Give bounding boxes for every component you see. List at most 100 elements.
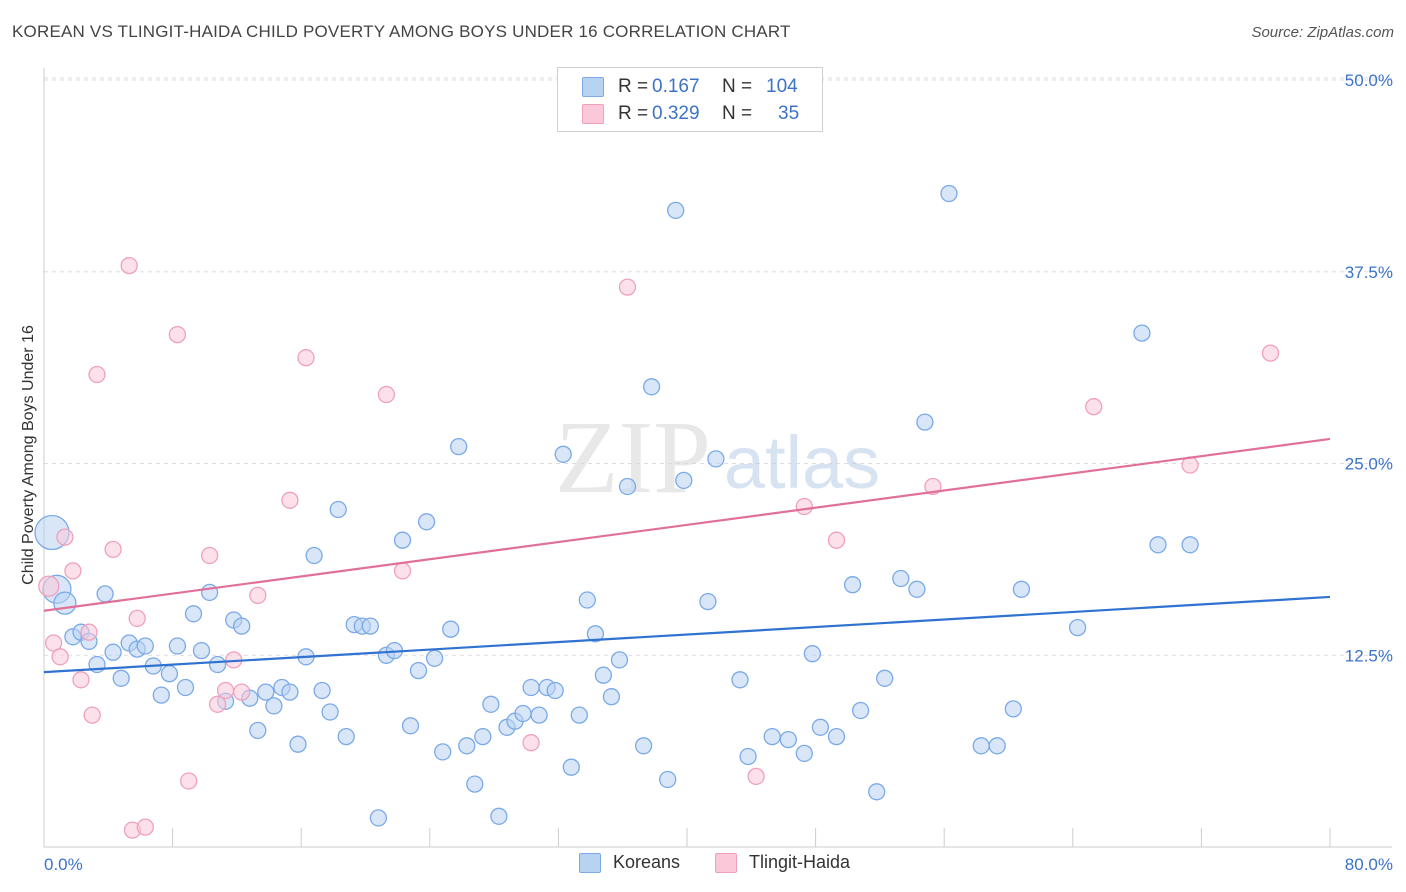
korean-point <box>868 783 886 801</box>
legend-r-value: 0.329 <box>652 103 700 124</box>
korean-point <box>795 744 813 763</box>
bottom-legend-label: Koreans <box>613 852 681 872</box>
korean-point <box>554 445 572 463</box>
korean-point <box>329 500 347 519</box>
korean-point <box>104 643 122 661</box>
legend-r-label: R = <box>618 103 649 124</box>
korean-point <box>739 747 757 766</box>
korean-point <box>96 585 114 603</box>
y-axis-label: Child Poverty Among Boys Under 16 <box>20 325 37 585</box>
korean-point <box>634 737 653 755</box>
y-tick-label: 25.0% <box>1345 455 1393 474</box>
korean-point <box>779 730 797 749</box>
tlingit-point <box>233 683 251 701</box>
tlingit-point <box>618 278 637 296</box>
legend-n-label: N = <box>722 103 753 124</box>
korean-point <box>940 184 958 203</box>
tlingit-point <box>200 546 219 565</box>
korean-point <box>578 591 596 609</box>
korean-point <box>112 669 130 687</box>
korean-point <box>1149 536 1167 554</box>
koreans-swatch <box>582 77 604 97</box>
korean-point <box>707 450 725 468</box>
tlingit-point <box>128 609 146 628</box>
korean-point <box>803 645 822 663</box>
chart-title: KOREAN VS TLINGIT-HAIDA CHILD POVERTY AM… <box>12 22 791 41</box>
korean-point <box>908 580 926 598</box>
korean-point <box>281 683 299 701</box>
bottom-legend: Koreans Tlingit-Haida <box>0 852 1406 876</box>
tlingit-point <box>1261 344 1280 362</box>
korean-point <box>401 717 420 735</box>
korean-point <box>594 666 613 684</box>
korean-point <box>851 701 870 720</box>
tick-label-layer: 12.5% 25.0% 37.5% 50.0% 0.0% 80.0% <box>44 71 1393 874</box>
korean-point <box>811 718 830 736</box>
korean-point <box>442 620 460 638</box>
korean-trend-line <box>43 595 1331 674</box>
legend-n-label: N = <box>722 76 753 97</box>
watermark-atlas: atlas <box>724 421 880 504</box>
watermark: ZIP atlas <box>555 400 880 515</box>
tlingit-point <box>180 772 198 790</box>
y-tick-label: 12.5% <box>1345 646 1393 665</box>
x-tick-label: 0.0% <box>44 855 83 874</box>
korean-point <box>1181 536 1199 554</box>
grid-layer <box>44 77 1392 656</box>
korean-point <box>321 703 339 721</box>
tlingit-point <box>297 349 315 367</box>
korean-point <box>1004 700 1022 718</box>
korean-point <box>546 681 564 700</box>
korean-point <box>1068 618 1087 637</box>
tlingit-point <box>88 365 106 384</box>
korean-point <box>530 706 548 724</box>
korean-point <box>369 809 388 827</box>
tlingit-point <box>168 325 187 344</box>
tlingit-point <box>56 528 74 546</box>
tlingit-point <box>83 706 101 724</box>
y-tick-label: 50.0% <box>1345 71 1393 90</box>
korean-point <box>136 637 154 655</box>
tlingit-point <box>216 681 235 700</box>
korean-point <box>586 625 605 643</box>
korean-point <box>249 721 267 740</box>
korean-point <box>337 727 355 746</box>
korean-point <box>1133 324 1151 342</box>
korean-point <box>425 649 444 667</box>
korean-point <box>450 437 468 456</box>
korean-point <box>514 704 532 723</box>
tlingit-point <box>80 623 98 641</box>
tlingit-point <box>120 256 138 275</box>
korean-point <box>562 758 580 776</box>
korean-point <box>417 513 436 531</box>
tlingit-point <box>377 385 396 404</box>
korean-point <box>1012 580 1031 598</box>
korean-point <box>466 775 484 793</box>
korean-point <box>192 641 211 660</box>
korean-point <box>827 727 846 746</box>
korean-point <box>257 683 275 701</box>
legend-row-tlingit: R = 0.329 N = 35 <box>582 103 799 125</box>
legend-box: R = 0.167 N = 104 R = 0.329 N = 35 <box>557 67 823 132</box>
tlingit-point <box>64 562 82 580</box>
legend-row-koreans: R = 0.167 N = 104 <box>582 76 798 98</box>
tlingit-point <box>38 575 60 597</box>
points-layer <box>34 184 1280 839</box>
korean-point <box>618 477 637 496</box>
korean-point <box>570 706 588 724</box>
tlingit-point <box>249 586 267 605</box>
tlingit-point <box>827 531 846 549</box>
tlingit-point <box>1085 398 1103 416</box>
korean-point <box>313 681 331 700</box>
tlingit-swatch <box>582 104 604 124</box>
korean-point <box>176 678 195 697</box>
tlingit-trend-line <box>43 437 1331 612</box>
korean-point <box>988 737 1006 755</box>
korean-point <box>305 546 323 565</box>
korean-point <box>53 591 77 615</box>
legend-r-value: 0.167 <box>652 76 700 97</box>
korean-point <box>208 655 227 674</box>
korean-point <box>458 737 476 755</box>
watermark-zip: ZIP <box>555 400 711 515</box>
